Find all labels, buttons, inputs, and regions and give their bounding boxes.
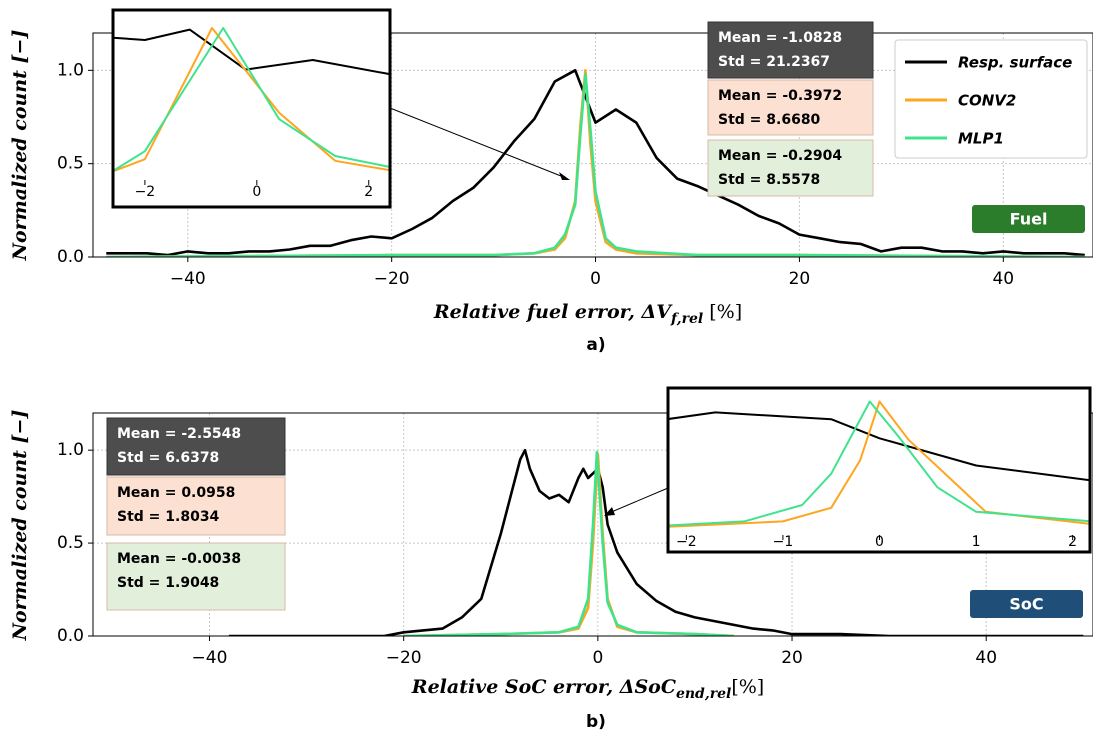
stats-text: Mean = -0.0038 bbox=[117, 551, 241, 567]
arrow-head bbox=[604, 507, 615, 516]
x-tick-label: 40 bbox=[975, 648, 997, 668]
y-tick-label: 0.5 bbox=[57, 154, 84, 174]
x-label-part: [%] bbox=[731, 676, 764, 698]
stats-text: Mean = -2.5548 bbox=[117, 426, 241, 442]
x-label-part: [%] bbox=[703, 301, 742, 323]
arrow-head bbox=[559, 172, 570, 180]
x-tick-label: −20 bbox=[374, 269, 410, 289]
stats-text: Std = 1.9048 bbox=[117, 575, 219, 591]
y-tick-label: 1.0 bbox=[57, 440, 84, 460]
x-tick-label: −2 bbox=[676, 534, 697, 550]
stats-text: Std = 8.6680 bbox=[718, 112, 821, 128]
x-axis-label: Relative SoC error, ΔSoCend,rel[%] bbox=[411, 676, 764, 702]
caption: b) bbox=[586, 712, 606, 732]
series-line bbox=[228, 448, 1084, 636]
stats-box bbox=[707, 79, 874, 136]
stats-box bbox=[106, 542, 286, 611]
legend-label: Resp. surface bbox=[958, 54, 1072, 72]
stats-text: Std = 1.8034 bbox=[117, 509, 220, 525]
x-tick-label: −40 bbox=[192, 648, 228, 668]
x-tick-label: 1 bbox=[972, 534, 981, 550]
series-line bbox=[403, 450, 734, 636]
series-line bbox=[113, 28, 390, 76]
legend-label: CONV2 bbox=[958, 92, 1016, 110]
series-line bbox=[113, 27, 390, 173]
inset-arrow bbox=[608, 487, 669, 514]
x-tick-label: −2 bbox=[135, 184, 156, 200]
x-tick-label: 20 bbox=[789, 269, 811, 289]
inset-frame bbox=[666, 386, 1092, 554]
stats-box bbox=[707, 21, 874, 79]
caption: a) bbox=[586, 335, 605, 355]
stats-box bbox=[106, 417, 286, 476]
x-tick-label: −1 bbox=[773, 534, 794, 550]
x-tick-label: 2 bbox=[1068, 534, 1077, 550]
badge-text: SoC bbox=[1009, 595, 1043, 614]
y-tick-label: 0.0 bbox=[57, 247, 84, 267]
x-tick-label: 2 bbox=[364, 184, 373, 200]
series-line bbox=[668, 400, 1090, 528]
stats-text: Mean = -1.0828 bbox=[718, 30, 842, 46]
x-label-part: Relative SoC error, ΔSoC bbox=[411, 676, 676, 698]
legend-box bbox=[894, 39, 1088, 159]
stats-text: Std = 6.6378 bbox=[117, 450, 219, 466]
y-tick-label: 0.0 bbox=[57, 626, 84, 646]
badge-text: Fuel bbox=[1010, 210, 1048, 229]
x-label-part: end,rel bbox=[676, 686, 731, 702]
y-tick-label: 1.0 bbox=[57, 60, 84, 80]
series-line bbox=[113, 27, 390, 173]
x-tick-label: 0 bbox=[252, 184, 261, 200]
inset-background bbox=[113, 10, 390, 207]
stats-box bbox=[707, 139, 874, 197]
x-tick-label: 0 bbox=[590, 269, 601, 289]
stats-text: Mean = -0.2904 bbox=[718, 148, 842, 164]
y-axis-label: Normalized count [−] bbox=[9, 410, 31, 642]
stats-text: Mean = 0.0958 bbox=[117, 485, 235, 501]
axes-frame bbox=[92, 32, 1093, 258]
x-tick-label: 40 bbox=[992, 269, 1014, 289]
stats-text: Std = 8.5578 bbox=[718, 172, 820, 188]
inset-arrow bbox=[389, 107, 567, 179]
badge bbox=[970, 590, 1083, 618]
series-line bbox=[668, 400, 1090, 527]
x-axis-label: Relative fuel error, ΔVf,rel [%] bbox=[433, 301, 742, 327]
stats-text: Mean = -0.3972 bbox=[718, 88, 842, 104]
x-tick-label: −20 bbox=[386, 648, 422, 668]
series-line bbox=[106, 69, 1085, 257]
y-axis-label: Normalized count [−] bbox=[9, 30, 31, 262]
x-tick-label: 0 bbox=[592, 648, 603, 668]
x-tick-label: −40 bbox=[170, 269, 206, 289]
x-tick-label: 20 bbox=[781, 648, 803, 668]
stats-box bbox=[106, 476, 286, 536]
inset-background bbox=[668, 388, 1090, 552]
badge bbox=[972, 205, 1085, 233]
y-tick-label: 0.5 bbox=[57, 533, 84, 553]
series-line bbox=[106, 72, 1085, 257]
x-label-part: Relative fuel error, ΔV bbox=[433, 301, 673, 323]
legend-label: MLP1 bbox=[958, 130, 1004, 148]
x-label-part: f,rel bbox=[670, 311, 703, 327]
axes-frame bbox=[92, 412, 1093, 637]
stats-text: Std = 21.2367 bbox=[718, 54, 830, 70]
x-tick-label: 0 bbox=[875, 534, 884, 550]
